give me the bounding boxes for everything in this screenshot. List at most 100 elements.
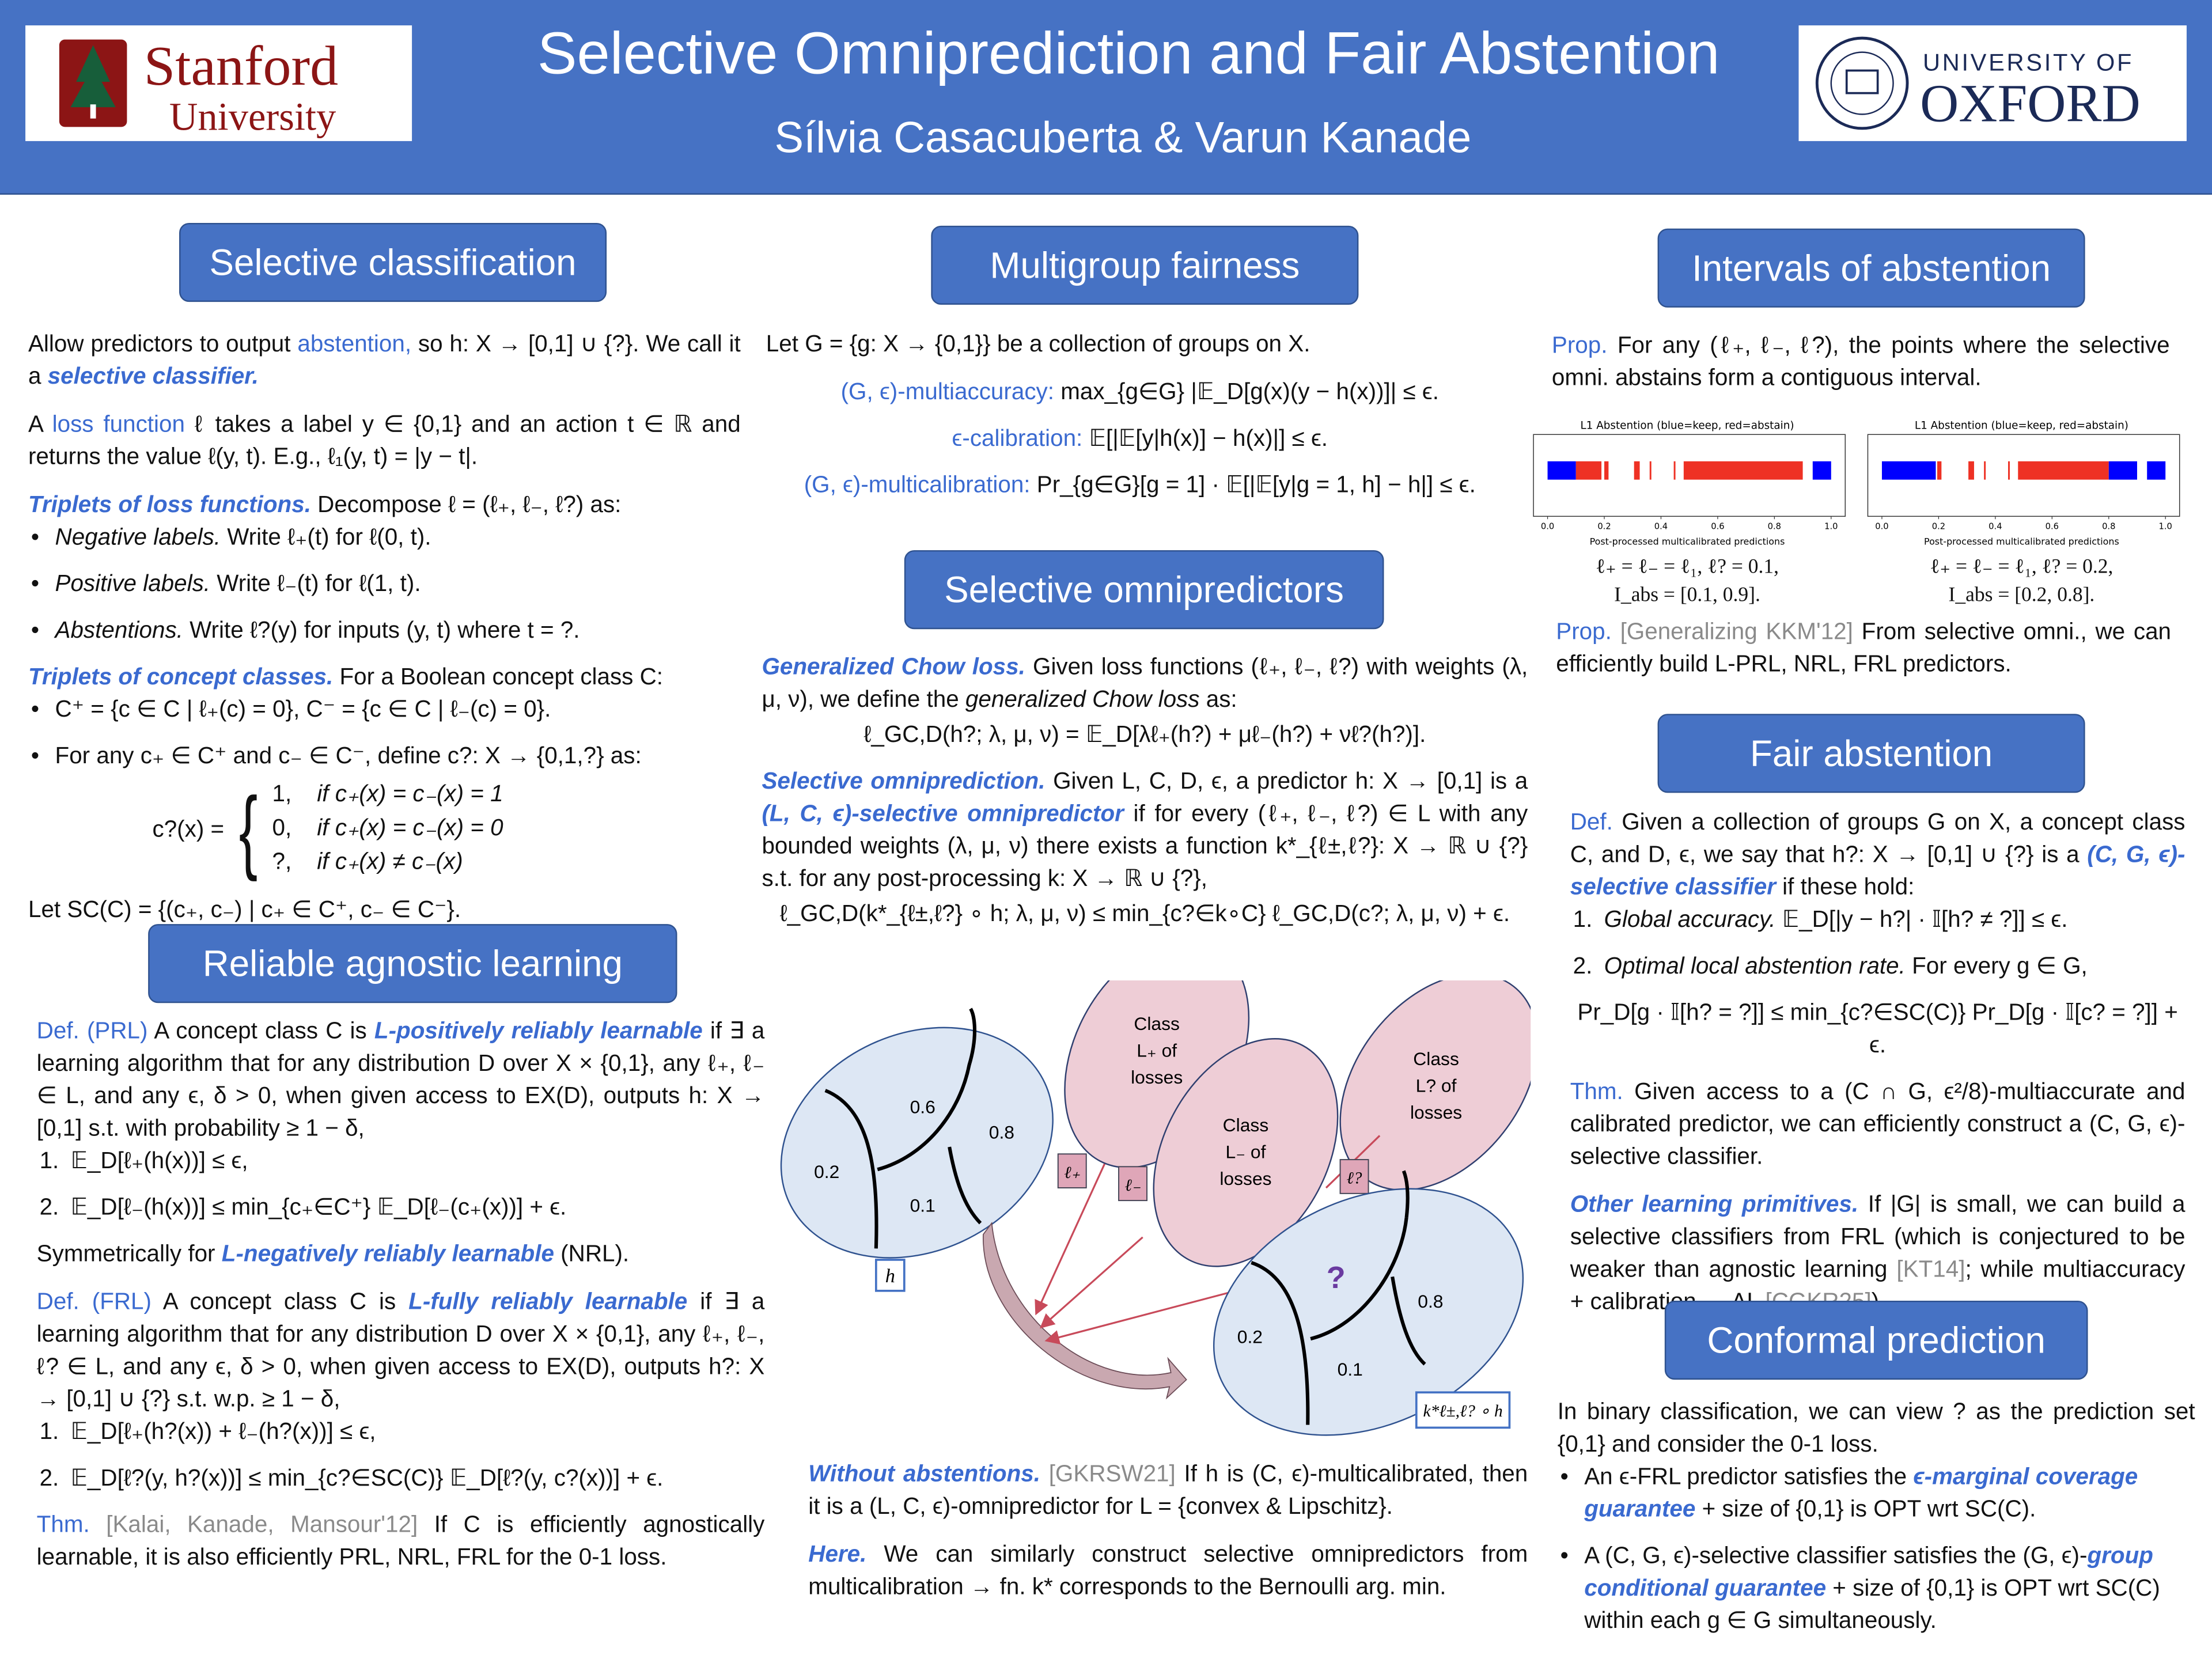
text-run: Let G = {g: X → {0,1}} be a collection o… <box>766 331 1310 357</box>
text-run: Positive labels. <box>55 571 211 597</box>
paragraph: Thm. [Kalai, Kanade, Mansour'12] If C is… <box>37 1509 765 1574</box>
text-run: Allow predictors to output <box>28 331 298 357</box>
section-body: Def. Given a collection of groups G on X… <box>1570 807 2186 1319</box>
cases-cell: if c₊(x) = c₋(x) = 1 <box>317 781 503 807</box>
text-run: L-negatively reliably learnable <box>221 1241 554 1267</box>
numbered-item: 1. 𝔼_D[ℓ₊(h?(x)) + ℓ₋(h?(x))] ≤ ϵ, <box>37 1416 765 1449</box>
text-run: Selective omniprediction. <box>762 768 1046 794</box>
text-run: Here. <box>808 1541 867 1567</box>
text-run: ; while multiaccuracy + calibration → AL <box>1570 1257 2186 1315</box>
text-run: (C, G, ϵ)-selective classifier <box>1570 842 2186 900</box>
h-label-box <box>874 1259 906 1292</box>
text-run: Given access to a (C ∩ G, ϵ²/8)-multiacc… <box>1570 1079 2186 1170</box>
h-label: h <box>885 1265 895 1287</box>
svg-text:L? of: L? of <box>1416 1075 1457 1096</box>
text-run: if for every (ℓ₊, ℓ₋, ℓ?) ∈ L with any b… <box>762 801 1528 892</box>
chart-caption: ℓ₊ = ℓ₋ = ℓ₁, ℓ? = 0.1, I_abs = [0.1, 0.9… <box>1528 553 1846 609</box>
stanford-subtitle: University <box>169 94 336 138</box>
svg-text:L₋ of: L₋ of <box>1226 1142 1266 1162</box>
text-run: For every g ∈ G, <box>1905 953 2088 979</box>
abstention-charts: L1 Abstention (blue=keep, red=abstain) 0.… <box>1528 415 2180 612</box>
text-run: Given loss functions (ℓ₊, ℓ₋, ℓ?) with w… <box>762 654 1528 713</box>
text-run: ϵ-calibration: <box>952 426 1083 452</box>
text-run: ℓ_GC,D(k*_{ℓ±,ℓ?} ∘ h; λ, μ, ν) ≤ min_{c… <box>779 901 1510 927</box>
text-run: if ∃ a learning algorithm that for any d… <box>36 1018 765 1142</box>
chart-title: L1 Abstention (blue=keep, red=abstain) <box>1580 419 1794 431</box>
poster-authors: Sílvia Casacuberta & Varun Kanade <box>774 112 1472 162</box>
stanford-wordmark: Stanford <box>144 35 338 97</box>
abstention-chart: L1 Abstention (blue=keep, red=abstain) 0.… <box>1533 419 1846 547</box>
x-tick-label: 0.6 <box>1711 521 1724 531</box>
section-body: Allow predictors to output abstention, s… <box>28 329 741 927</box>
text-run: A concept class C is <box>147 1018 374 1044</box>
unknown-region-label: ? <box>1327 1260 1346 1295</box>
stanford-tree-icon: Stanford University <box>59 35 338 138</box>
poster-title: Selective Omniprediction and Fair Absten… <box>537 20 1720 86</box>
text-run: loss function <box>52 412 185 438</box>
text-run: Symmetrically for <box>36 1241 222 1267</box>
section-body: In binary classification, we can view ? … <box>1558 1397 2195 1638</box>
svg-text:0.2: 0.2 <box>1237 1326 1263 1347</box>
section-body: Let G = {g: X → {0,1}} be a collection o… <box>766 329 1514 502</box>
text-run: Decompose ℓ = (ℓ₊, ℓ₋, ℓ?) as: <box>310 492 622 518</box>
cases-table: 1, if c₊(x) = c₋(x) = 1 0, if c₊(x) = c₋(x)… <box>272 779 529 880</box>
text-run: Without abstentions. <box>808 1461 1040 1487</box>
text-run: For any (ℓ₊, ℓ₋, ℓ?), the points where t… <box>1551 332 2170 391</box>
text-run: (L, C, ϵ)-selective omnipredictor <box>762 801 1124 827</box>
segment-abstain <box>1673 461 1676 480</box>
segment-abstain <box>1968 461 1974 480</box>
item-number: 1. <box>1573 907 1593 933</box>
item-number: 1. <box>39 1148 59 1174</box>
abstention-chart: L1 Abstention (blue=keep, red=abstain) 0.… <box>1867 419 2180 547</box>
loss-arrow <box>1035 1163 1106 1316</box>
section-title-multigroup-fairness: Multigroup fairness <box>931 225 1359 305</box>
text-run: Def. (PRL) <box>36 1018 148 1044</box>
text-run: 𝔼_D[ℓ?(y, h?(x))] ≤ min_{c?∈SC(C)} 𝔼_D[ℓ… <box>70 1465 664 1491</box>
text-run: Write ℓ₊(t) for ℓ(0, t). <box>221 525 431 551</box>
display-equation: (G, ϵ)-multicalibration: Pr_{g∈G}[g = 1]… <box>766 470 1514 502</box>
cases-cell: 1, <box>272 781 292 807</box>
text-run: Other learning primitives. <box>1570 1192 1859 1218</box>
text-run: selective classifier. <box>47 363 259 389</box>
predictor-h-ellipse: 0.6 0.8 0.2 0.1 <box>780 1007 1054 1259</box>
cases-cell: ?, <box>272 849 292 875</box>
section-title-selective-classification: Selective classification <box>179 222 607 302</box>
text-run: if ∃ a learning algorithm that for any d… <box>36 1289 765 1412</box>
text-run: If |G| is small, we can build a selectiv… <box>1570 1192 2186 1283</box>
selective-omnipredictor-diagram: 0.6 0.8 0.2 0.1 h Class L₊ of losses Cla… <box>780 980 1531 1436</box>
paragraph: Symmetrically for L-negatively reliably … <box>37 1238 765 1271</box>
segment-abstain <box>1575 461 1602 480</box>
x-tick-label: 0.8 <box>2102 521 2115 531</box>
text-run: Def. (FRL) <box>36 1289 151 1315</box>
segment-abstain <box>1649 461 1652 480</box>
loss-arrow <box>1044 1283 1263 1345</box>
cases-cell: if c₊(x) ≠ c₋(x) <box>317 849 463 875</box>
text-run: Global accuracy. <box>1604 907 1776 933</box>
text-run: A (C, G, ϵ)-selective classifier satisfi… <box>1584 1543 2088 1569</box>
text-run: Triplets of loss functions. <box>28 492 311 518</box>
display-equation: ℓ_GC,D(k*_{ℓ±,ℓ?} ∘ h; λ, μ, ν) ≤ min_{c… <box>762 899 1528 931</box>
item-number: 1. <box>39 1419 59 1445</box>
loss-tags: ℓ₊ ℓ₋ ℓ? <box>1057 1153 1369 1202</box>
oxford-wordmark: OXFORD <box>1920 74 2141 134</box>
h-region-label: 0.2 <box>814 1161 839 1182</box>
bullet-item: Abstentions. Write ℓ?(y) for inputs (y, … <box>28 615 741 647</box>
text-run: as: <box>1199 687 1237 713</box>
text-run: Pr_D[g · 𝕀[h? = ?]] ≤ min_{c?∈SC(C)} Pr_… <box>1577 1000 2178 1058</box>
text-run: Prop. <box>1551 332 1608 359</box>
caption-line: I_abs = [0.1, 0.9]. <box>1614 584 1760 607</box>
paragraph: Prop. [Generalizing KKM'12] From selecti… <box>1556 616 2171 681</box>
text-run: Write ℓ?(y) for inputs (y, t) where t = … <box>183 618 580 643</box>
segment-abstain <box>1984 461 1986 480</box>
item-number: 2. <box>1573 953 1593 979</box>
segment-keep <box>1547 461 1576 480</box>
text-run: ℓ_GC,D(h?; λ, μ, ν) = 𝔼_D[λℓ₊(h?) + μℓ₋(… <box>863 722 1426 748</box>
section-body: Def. (PRL) A concept class C is L-positi… <box>37 1016 765 1574</box>
text-run: ϵ-marginal coverage guarantee <box>1584 1464 2138 1522</box>
text-run: If C is efficiently agnostically learnab… <box>36 1512 765 1570</box>
text-run: (G, ϵ)-multicalibration: <box>804 472 1031 498</box>
x-tick-label: 0.6 <box>2046 521 2059 531</box>
section-body: Generalized Chow loss. Given loss functi… <box>762 652 1528 931</box>
x-tick-label: 0.0 <box>1541 521 1554 531</box>
x-tick-label: 1.0 <box>2159 521 2172 531</box>
